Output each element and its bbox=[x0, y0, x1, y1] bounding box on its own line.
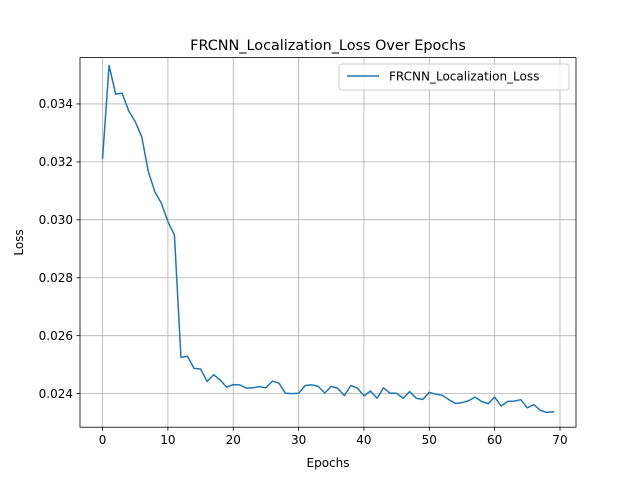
y-tick-label: 0.030 bbox=[39, 213, 73, 227]
legend: FRCNN_Localization_Loss bbox=[338, 63, 570, 91]
y-axis-label: Loss bbox=[12, 229, 26, 255]
legend-box bbox=[338, 63, 570, 91]
x-tick-label: 30 bbox=[291, 433, 306, 447]
legend-label: FRCNN_Localization_Loss bbox=[389, 70, 539, 84]
series-line bbox=[101, 64, 555, 414]
x-tick-label: 60 bbox=[487, 433, 502, 447]
y-tick-label: 0.032 bbox=[39, 155, 73, 169]
y-axis: 0.024 0.026 0.028 0.030 0.032 0.034 bbox=[39, 97, 80, 401]
x-tick-label: 70 bbox=[552, 433, 567, 447]
chart-title: FRCNN_Localization_Loss Over Epochs bbox=[190, 38, 466, 54]
y-tick-label: 0.024 bbox=[39, 387, 73, 401]
grid bbox=[80, 57, 576, 428]
x-axis-label: Epochs bbox=[307, 456, 350, 470]
x-tick-label: 10 bbox=[160, 433, 175, 447]
x-tick-label: 0 bbox=[99, 433, 107, 447]
x-tick-label: 50 bbox=[422, 433, 437, 447]
x-axis: 0 10 20 30 40 50 60 70 bbox=[99, 427, 568, 447]
x-tick-label: 20 bbox=[226, 433, 241, 447]
plot-frame bbox=[79, 57, 577, 428]
x-tick-label: 40 bbox=[356, 433, 371, 447]
y-tick-label: 0.034 bbox=[39, 97, 73, 111]
y-tick-label: 0.026 bbox=[39, 329, 73, 343]
y-tick-label: 0.028 bbox=[39, 271, 73, 285]
